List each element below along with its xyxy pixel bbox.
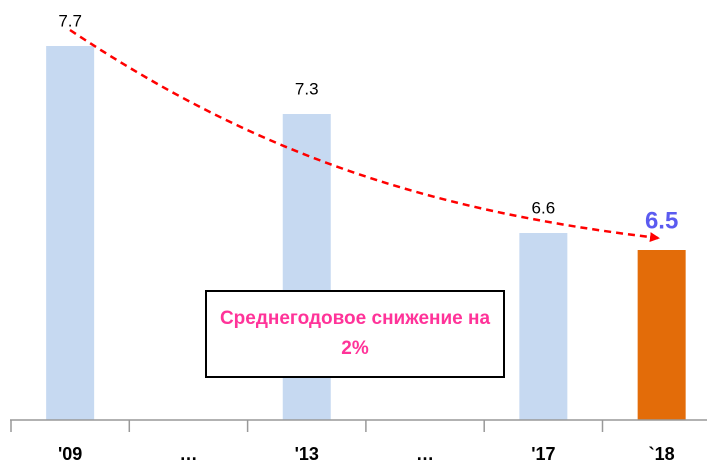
x-tick-label: …: [416, 444, 434, 464]
x-tick-label: '13: [295, 444, 319, 464]
x-tick-label: `18: [649, 444, 675, 464]
value-label: 6.6: [532, 198, 556, 217]
bar: [519, 233, 568, 420]
x-tick-label: '09: [58, 444, 82, 464]
value-label: 6.5: [645, 207, 678, 234]
bar: [46, 46, 95, 420]
value-label: 7.3: [295, 79, 319, 98]
x-tick-label: '17: [531, 444, 555, 464]
annotation: Среднегодовое снижение на 2%: [219, 307, 491, 359]
bar: [637, 250, 686, 420]
x-tick-label: …: [179, 444, 197, 464]
annotation-box: Среднегодовое снижение на 2%: [205, 290, 505, 378]
value-label: 7.7: [58, 11, 82, 30]
trend-arrow: [69, 28, 660, 243]
bars: [46, 46, 686, 420]
